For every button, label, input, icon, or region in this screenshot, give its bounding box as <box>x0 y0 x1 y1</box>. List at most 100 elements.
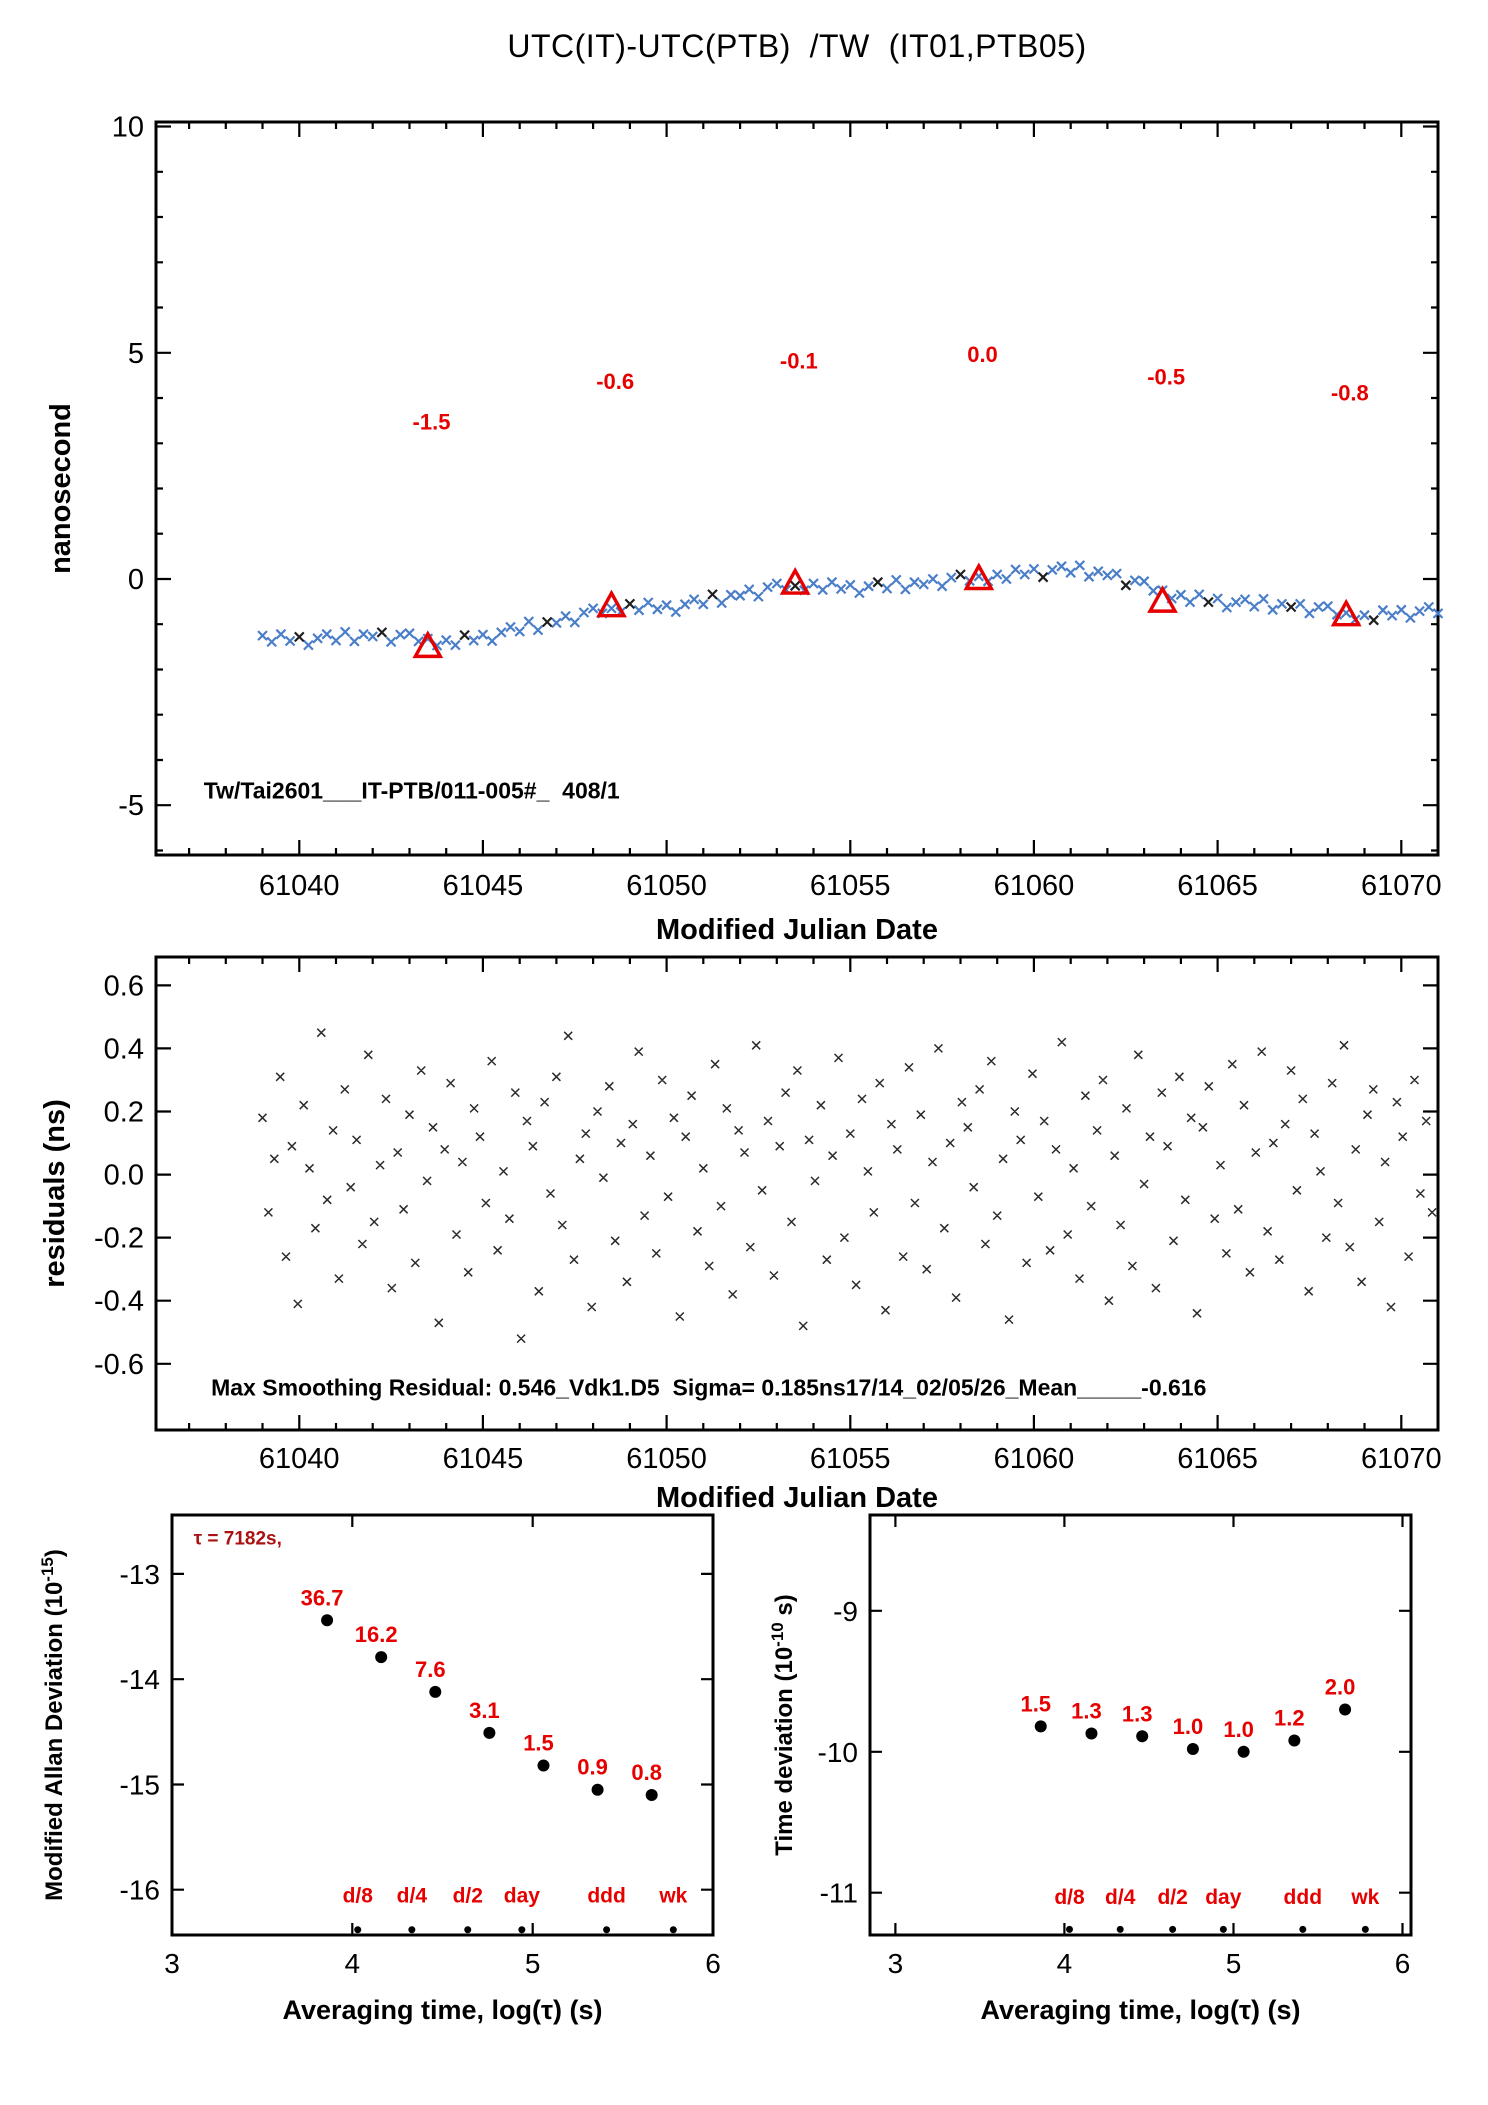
svg-text:1.2: 1.2 <box>1274 1706 1305 1731</box>
svg-text:Tw/Tai2601___IT-PTB/011-005#_: Tw/Tai2601___IT-PTB/011-005#_ 408/1 <box>204 777 620 803</box>
svg-text:0.9: 0.9 <box>577 1755 608 1780</box>
plot-frame <box>154 955 1440 1432</box>
svg-text:Time deviation (10-10 s): Time deviation (10-10 s) <box>768 1594 798 1856</box>
axis-ticks <box>170 1515 715 1935</box>
tau-reference-dot <box>464 1926 472 1934</box>
svg-text:10: 10 <box>112 112 144 144</box>
svg-text:0.2: 0.2 <box>104 1097 144 1129</box>
svg-text:61050: 61050 <box>626 870 707 902</box>
axis-ticks <box>156 957 1440 1430</box>
tau-reference-dot <box>603 1926 611 1934</box>
deviation-point <box>1085 1727 1098 1740</box>
tau-reference-dot <box>354 1926 362 1934</box>
deviation-point <box>591 1783 604 1796</box>
svg-text:Modified Julian Date: Modified Julian Date <box>656 914 938 940</box>
svg-text:-14: -14 <box>120 1664 160 1695</box>
svg-text:4: 4 <box>1057 1948 1073 1979</box>
plot-frame <box>170 1513 715 1937</box>
svg-text:5: 5 <box>1226 1948 1242 1979</box>
svg-text:7.6: 7.6 <box>415 1657 446 1682</box>
svg-text:-16: -16 <box>120 1875 160 1906</box>
svg-text:Modified Julian Date: Modified Julian Date <box>656 1482 938 1514</box>
svg-text:-0.6: -0.6 <box>94 1349 144 1381</box>
svg-text:61060: 61060 <box>994 870 1075 902</box>
tau-reference-dot <box>518 1926 526 1934</box>
svg-text:τ = 7182s,: τ = 7182s, <box>194 1528 282 1549</box>
svg-text:-0.8: -0.8 <box>1331 380 1369 405</box>
tau-reference-dot <box>1361 1925 1369 1933</box>
svg-text:wk: wk <box>658 1884 687 1907</box>
svg-text:Averaging time, log(τ) (s): Averaging time, log(τ) (s) <box>282 1995 602 2025</box>
tau-reference-dot <box>669 1926 677 1934</box>
svg-text:0.0: 0.0 <box>104 1160 144 1192</box>
svg-text:-5: -5 <box>118 790 144 822</box>
svg-text:ddd: ddd <box>587 1884 625 1907</box>
scatter-x-markers-dark <box>294 569 1379 643</box>
plot-frame <box>154 120 1440 857</box>
svg-text:61045: 61045 <box>443 870 524 902</box>
svg-text:1.0: 1.0 <box>1173 1714 1204 1739</box>
svg-text:-9: -9 <box>833 1596 858 1627</box>
svg-text:Modified Allan Deviation (10-1: Modified Allan Deviation (10-15) <box>38 1549 68 1901</box>
svg-text:36.7: 36.7 <box>301 1585 344 1610</box>
svg-text:-11: -11 <box>820 1878 858 1909</box>
deviation-point <box>1034 1720 1047 1733</box>
calibration-triangle-marker <box>963 562 995 591</box>
modified-allan-deviation-chart: 3 4 5 6 -13 -14 -15 -16 Averaging time, log(τ) (… <box>38 1513 721 2025</box>
svg-text:-15: -15 <box>120 1769 160 1800</box>
svg-text:61055: 61055 <box>810 870 891 902</box>
svg-text:0: 0 <box>128 564 144 596</box>
svg-text:2.0: 2.0 <box>1325 1674 1356 1699</box>
svg-text:1.0: 1.0 <box>1223 1717 1254 1742</box>
svg-text:-0.4: -0.4 <box>94 1286 144 1318</box>
svg-text:Averaging time, log(τ) (s): Averaging time, log(τ) (s) <box>980 1995 1300 2025</box>
svg-text:61060: 61060 <box>994 1443 1075 1475</box>
deviation-point <box>375 1651 388 1664</box>
svg-text:d/2: d/2 <box>1157 1886 1187 1909</box>
axis-ticks <box>870 1515 1411 1935</box>
svg-text:-0.5: -0.5 <box>1147 364 1185 389</box>
tau-reference-dot <box>1219 1925 1227 1933</box>
svg-text:Max Smoothing Residual: 0.546_: Max Smoothing Residual: 0.546_Vdk1.D5 Si… <box>211 1374 1206 1400</box>
tau-reference-dot <box>1065 1925 1073 1933</box>
svg-text:0.4: 0.4 <box>104 1033 144 1065</box>
svg-text:wk: wk <box>1350 1886 1379 1909</box>
svg-text:61055: 61055 <box>810 1443 891 1475</box>
svg-text:1.3: 1.3 <box>1122 1701 1153 1726</box>
deviation-point <box>645 1789 658 1801</box>
svg-text:1.5: 1.5 <box>523 1731 554 1756</box>
svg-text:1.5: 1.5 <box>1020 1691 1051 1716</box>
tau-reference-dot <box>1116 1925 1124 1933</box>
deviation-point <box>483 1726 496 1739</box>
svg-text:61065: 61065 <box>1177 870 1258 902</box>
deviation-point <box>1288 1734 1301 1747</box>
axis-ticks <box>156 122 1440 855</box>
svg-text:nanosecond: nanosecond <box>45 403 77 574</box>
svg-text:day: day <box>504 1884 541 1907</box>
tau-reference-dot <box>1299 1925 1307 1933</box>
svg-text:d/8: d/8 <box>343 1884 374 1907</box>
calibration-triangle-marker <box>1330 598 1362 627</box>
svg-text:-0.2: -0.2 <box>94 1223 144 1255</box>
deviation-point <box>429 1685 442 1698</box>
calibration-triangle-marker <box>1147 585 1178 613</box>
svg-text:d/4: d/4 <box>1105 1886 1136 1909</box>
svg-text:day: day <box>1205 1886 1242 1909</box>
svg-text:5: 5 <box>128 338 144 370</box>
svg-text:d/4: d/4 <box>397 1884 428 1907</box>
deviation-point <box>1339 1703 1352 1716</box>
svg-text:-13: -13 <box>120 1559 160 1590</box>
svg-text:1.3: 1.3 <box>1071 1698 1102 1723</box>
deviation-point <box>321 1614 334 1627</box>
svg-text:-10: -10 <box>818 1737 858 1768</box>
scatter-x-markers <box>257 560 1444 651</box>
calibration-triangle-marker <box>779 567 811 595</box>
svg-text:-0.1: -0.1 <box>780 349 818 374</box>
svg-text:0.6: 0.6 <box>104 970 144 1002</box>
deviation-point <box>1136 1730 1149 1743</box>
svg-text:61045: 61045 <box>443 1443 524 1475</box>
svg-text:ddd: ddd <box>1284 1886 1322 1909</box>
svg-text:61040: 61040 <box>259 870 340 902</box>
svg-text:6: 6 <box>1395 1948 1411 1979</box>
